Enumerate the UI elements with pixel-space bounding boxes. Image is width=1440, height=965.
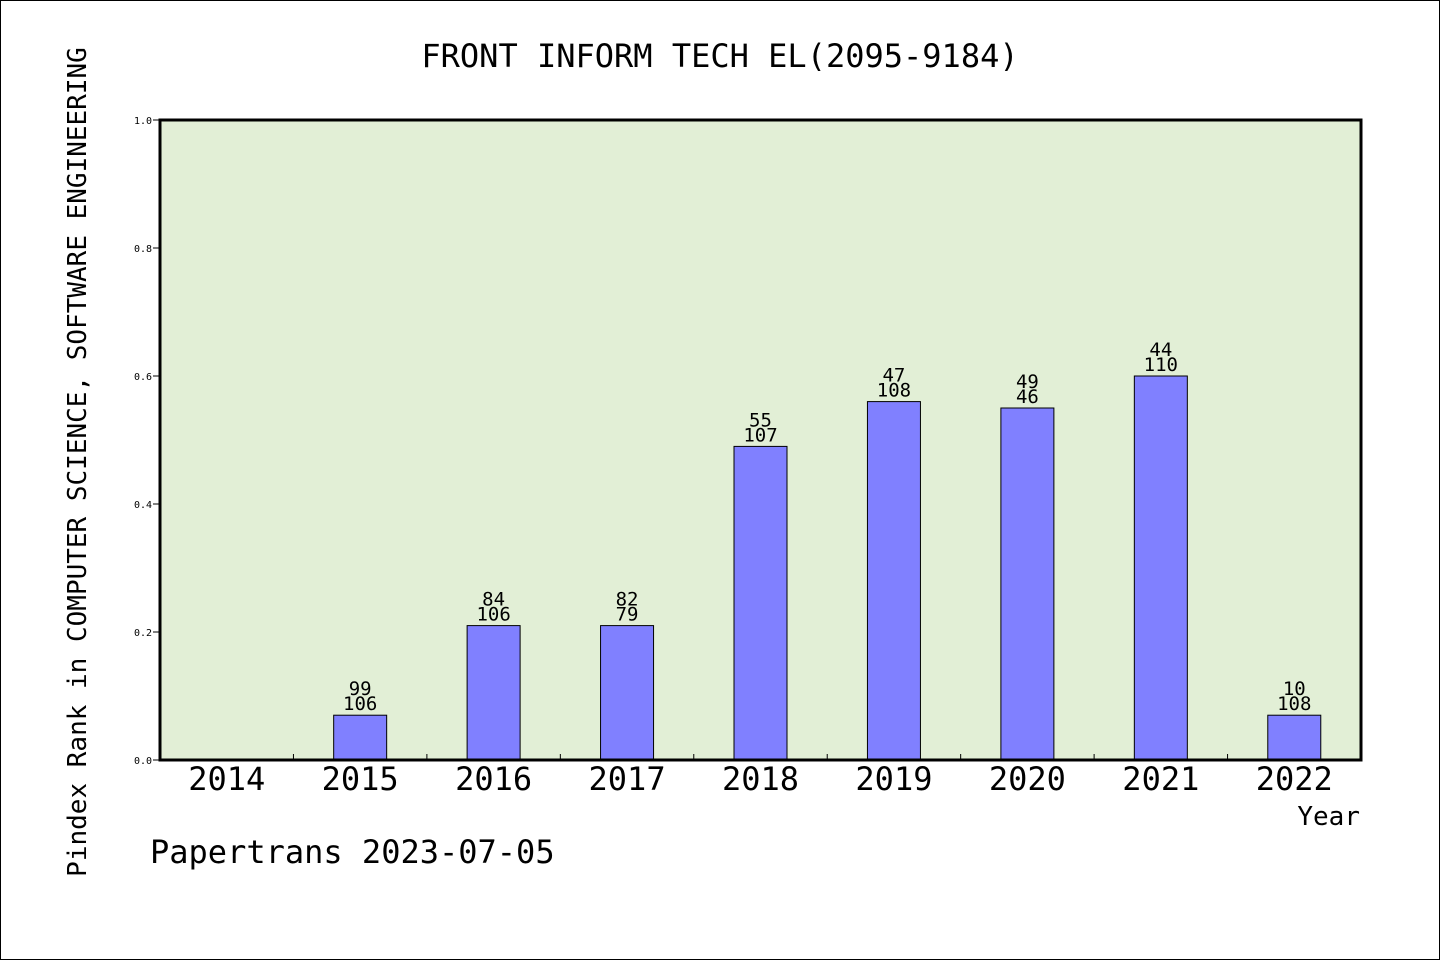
x-tick-label: 2017	[589, 760, 666, 798]
bar-label-top: 47	[882, 365, 905, 387]
y-axis-label: Pindex Rank in COMPUTER SCIENCE, SOFTWAR…	[63, 47, 93, 877]
bar-label-bottom: 79	[616, 604, 639, 626]
x-tick-label: 2020	[989, 760, 1066, 798]
x-tick-label: 2016	[455, 760, 532, 798]
x-axis-label: Year	[1297, 802, 1360, 832]
x-tick-label: 2019	[855, 760, 932, 798]
x-axis: 2014 2015 2016 2017 2018 2019 2020 2021 2022	[188, 754, 1333, 798]
bar-label-bottom: 106	[476, 604, 510, 626]
y-tick-label: 0.6	[134, 372, 152, 383]
bar-label-bottom: 108	[877, 380, 911, 402]
x-tick-label: 2018	[722, 760, 799, 798]
x-tick-label: 2021	[1122, 760, 1199, 798]
plot-frame	[158, 118, 1363, 762]
bar-label-top: 55	[749, 409, 772, 431]
chart-title: FRONT INFORM TECH EL(2095-9184)	[421, 37, 1018, 75]
bar	[733, 445, 788, 761]
bar-label-bottom: 46	[1016, 386, 1039, 408]
bar-label-top: 84	[482, 589, 505, 611]
bar-series	[333, 375, 1322, 761]
x-tick-label: 2022	[1256, 760, 1333, 798]
x-tick-label: 2015	[322, 760, 399, 798]
bar	[600, 625, 655, 761]
x-tick-label: 2014	[188, 760, 265, 798]
y-tick-label: 0.2	[134, 628, 152, 639]
bar	[1267, 714, 1322, 761]
bar	[866, 401, 921, 761]
bar-label-top: 49	[1016, 371, 1039, 393]
bar	[333, 714, 388, 761]
bar-label-top: 44	[1149, 339, 1172, 361]
bar-label-bottom: 110	[1144, 354, 1178, 376]
bar-label-bottom: 107	[743, 424, 777, 446]
bar	[1133, 375, 1188, 761]
bar-label-bottom: 108	[1277, 693, 1311, 715]
y-tick-label: 1.0	[134, 116, 152, 127]
y-tick-label: 0.4	[134, 500, 152, 511]
bar-label-top: 82	[616, 589, 639, 611]
bar-label-top: 99	[349, 678, 372, 700]
bar-label-top: 10	[1283, 678, 1306, 700]
bar	[1000, 407, 1055, 761]
y-tick-label: 0.0	[134, 756, 152, 767]
footer-credit: Papertrans 2023-07-05	[150, 833, 555, 871]
y-tick-label: 0.8	[134, 244, 152, 255]
bar-label-bottom: 106	[343, 693, 377, 715]
bar	[466, 625, 521, 761]
